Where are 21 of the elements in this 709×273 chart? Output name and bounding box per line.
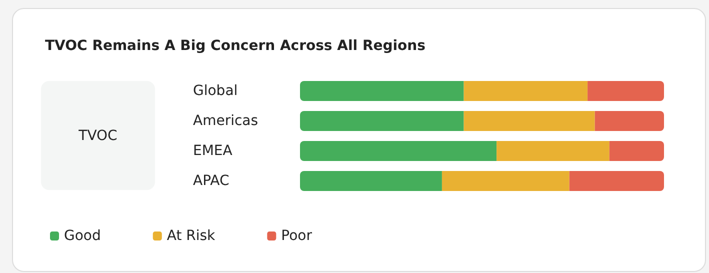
bar (300, 141, 497, 161)
y-tick-label: Americas (193, 113, 258, 129)
bar (300, 111, 464, 131)
bar (300, 81, 464, 101)
bar (569, 171, 664, 191)
bar (496, 141, 610, 161)
bar (588, 81, 664, 101)
bar (609, 141, 664, 161)
y-tick-label: APAC (193, 173, 230, 189)
legend-label: Poor (281, 228, 312, 244)
tag-box: TVOC (41, 81, 155, 190)
bar (464, 81, 588, 101)
legend-label: Good (64, 228, 101, 244)
bar (464, 111, 595, 131)
bar (442, 171, 570, 191)
y-tick-label: Global (193, 83, 238, 99)
bar (594, 111, 664, 131)
legend-label: At Risk (166, 228, 216, 244)
chart-title: TVOC Remains A Big Concern Across All Regions (45, 38, 426, 54)
y-tick-label: EMEA (193, 143, 233, 159)
bar (300, 171, 442, 191)
